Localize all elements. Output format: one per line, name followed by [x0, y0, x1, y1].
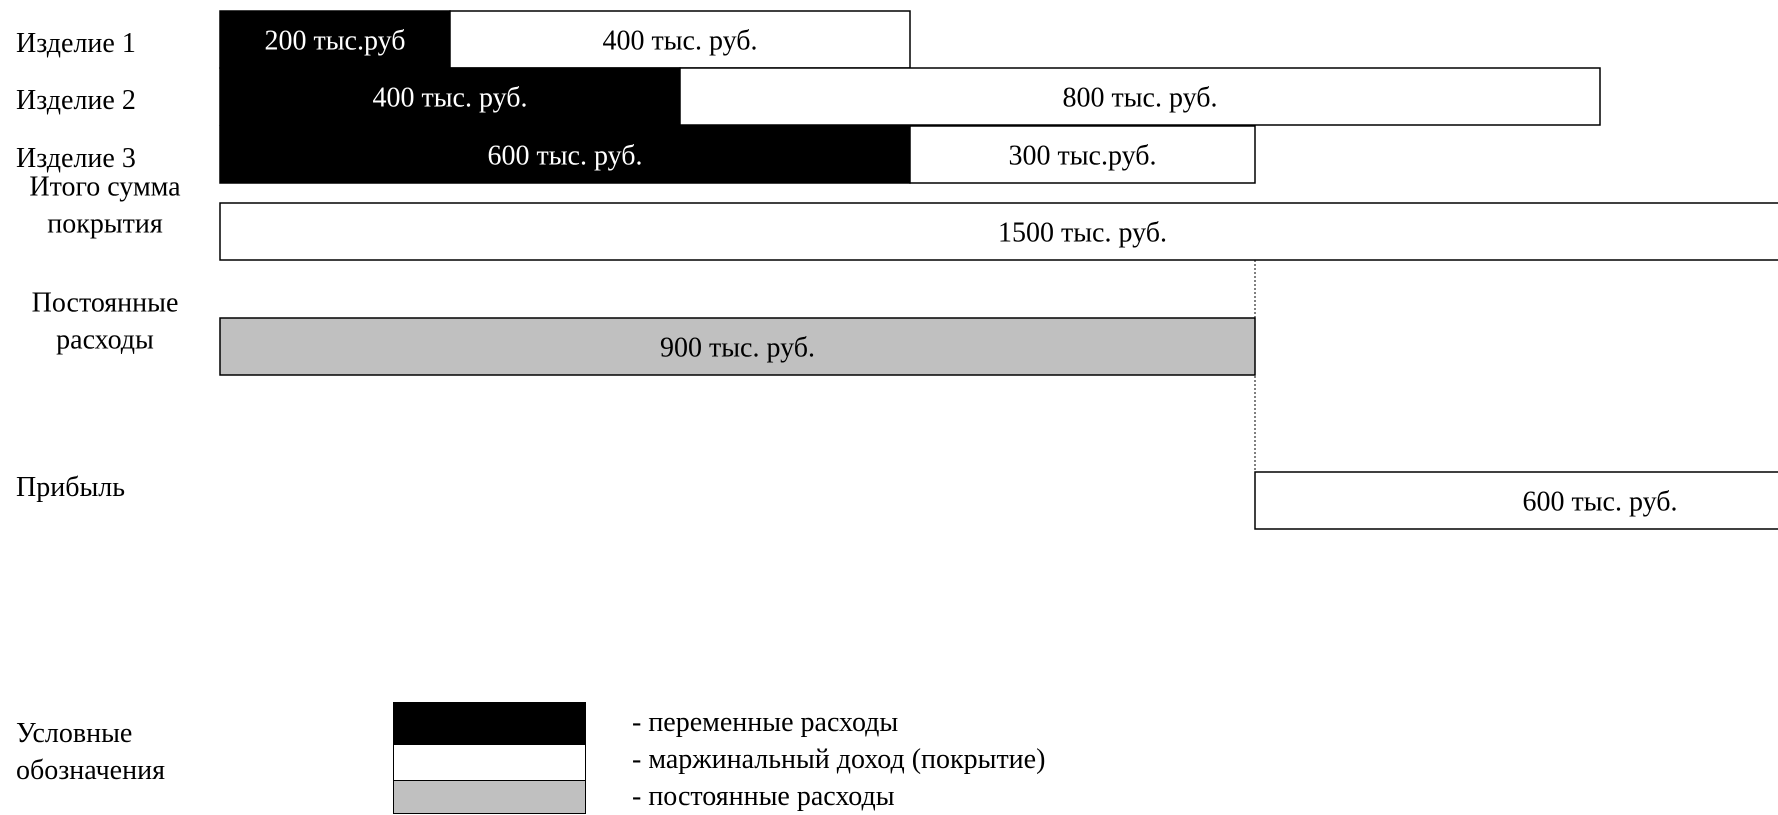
bar-value-label: 200 тыс.руб: [265, 26, 406, 57]
legend-item-fixed: - постоянные расходы: [632, 781, 895, 812]
legend-item-margin: - маржинальный доход (покрытие): [632, 744, 1046, 775]
bar-value-label: 1500 тыс. руб.: [998, 218, 1167, 249]
bar-value-label: 300 тыс.руб.: [1009, 141, 1157, 172]
bar-value-label: 600 тыс. руб.: [1523, 487, 1678, 518]
legend-item-variable: - переменные расходы: [632, 707, 899, 738]
bar-segment-margin: [1254, 471, 1778, 530]
bar-segment-margin: [909, 125, 1256, 184]
bar-segment-margin: [219, 202, 1778, 261]
bar-segment-variable: [219, 10, 451, 69]
bar-segment-margin: [449, 10, 911, 69]
row-label: Прибыль: [16, 472, 125, 503]
cost-structure-chart: Изделие 1 200 тыс.руб 400 тыс. руб. Изделие…: [16, 10, 1778, 530]
bar-value-label: 800 тыс. руб.: [1063, 83, 1218, 114]
legend-swatches: [393, 702, 586, 814]
row-label: Изделие 2: [16, 85, 136, 116]
bar-segment-margin: [679, 67, 1601, 126]
legend-swatch-margin: [394, 744, 585, 781]
legend-swatch-variable: [394, 703, 585, 744]
bar-segment-variable: [219, 125, 911, 184]
bar-value-label: 600 тыс. руб.: [488, 141, 643, 172]
bar-segment-fixed: [219, 317, 1256, 376]
bar-value-label: 900 тыс. руб.: [660, 333, 815, 364]
legend-swatch-fixed: [394, 781, 585, 813]
legend-title: Условные обозначения: [16, 715, 165, 789]
row-label: Постоянные: [32, 288, 179, 319]
row-label: Изделие 1: [16, 28, 136, 59]
bar-segment-variable: [219, 67, 681, 126]
row-label: Итого сумма: [29, 172, 181, 203]
legend-items: - переменные расходы - маржинальный дохо…: [632, 704, 1045, 815]
bar-value-label: 400 тыс. руб.: [603, 26, 758, 57]
bar-value-label: 400 тыс. руб.: [373, 83, 528, 114]
row-label: Изделие 3: [16, 143, 136, 174]
row-label: расходы: [56, 325, 154, 356]
legend-title-line-1: Условные: [16, 718, 133, 749]
legend-title-line-2: обозначения: [16, 755, 165, 786]
row-label: покрытия: [47, 209, 163, 240]
